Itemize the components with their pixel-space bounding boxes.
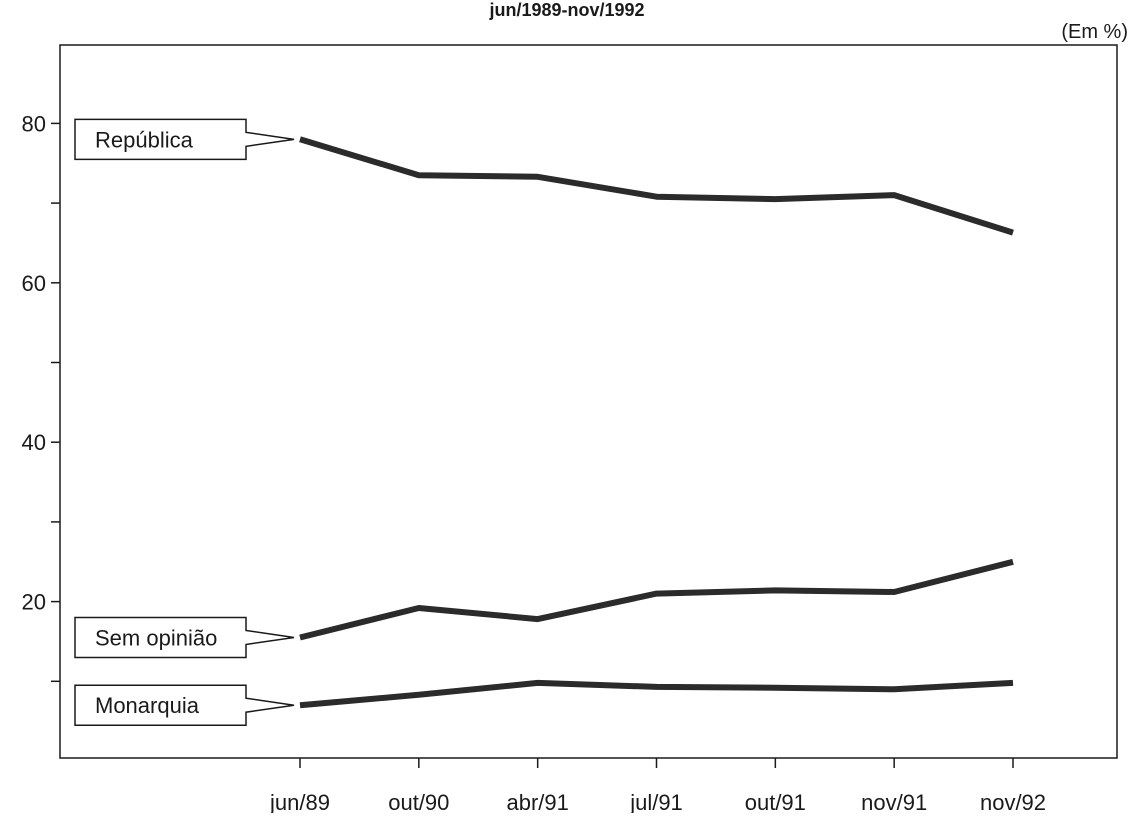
series-label: República — [95, 127, 194, 152]
y-tick-label: 40 — [22, 430, 46, 455]
series-label: Sem opinião — [95, 625, 217, 650]
y-tick-label: 60 — [22, 271, 46, 296]
x-tick-label: abr/91 — [506, 790, 568, 813]
x-tick-label: out/91 — [745, 790, 806, 813]
x-tick-label: jun/89 — [269, 790, 330, 813]
series-label: Monarquia — [95, 693, 200, 718]
plot-frame — [59, 44, 1118, 759]
series-group — [299, 136, 1014, 709]
series-line — [299, 679, 1014, 709]
series-labels: República Sem opinião Monarquia — [74, 118, 295, 726]
x-tick-label: out/90 — [388, 790, 449, 813]
x-tick-label: nov/91 — [861, 790, 927, 813]
y-axis: 20 40 60 80 — [22, 111, 60, 683]
x-tick-label: nov/92 — [980, 790, 1046, 813]
series-line — [299, 558, 1014, 641]
series-line — [299, 136, 1014, 236]
y-tick-label: 80 — [22, 111, 46, 136]
series-label-box — [74, 684, 295, 726]
series-label-box — [74, 118, 295, 161]
y-tick-label: 20 — [22, 590, 46, 615]
chart-title: jun/1989-nov/1992 — [488, 0, 644, 20]
x-axis: jun/89 out/90 abr/91 jul/91 out/91 nov/91 nov/… — [269, 758, 1046, 815]
unit-label: (Em %) — [1061, 21, 1128, 43]
x-tick-label: jul/91 — [629, 790, 683, 813]
series-label-box — [74, 616, 295, 659]
